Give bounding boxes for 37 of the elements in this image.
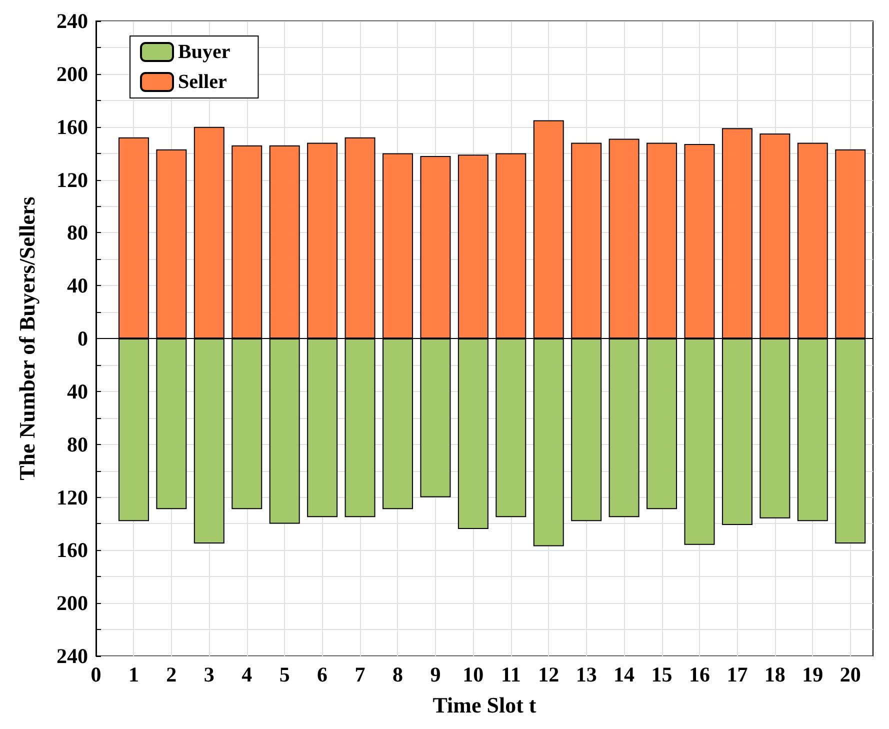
x-tick-label: 15 (651, 662, 672, 686)
y-tick-label: 40 (67, 379, 88, 404)
y-tick-label: 0 (78, 326, 88, 350)
legend-label: Seller (178, 71, 227, 93)
x-tick-label: 6 (317, 662, 328, 686)
legend-label: Buyer (178, 41, 230, 63)
x-tick-label: 12 (538, 662, 560, 686)
x-tick-label: 14 (614, 662, 636, 686)
x-tick-label: 2 (166, 662, 177, 686)
y-tick-label: 80 (67, 220, 88, 245)
y-tick-label: 120 (56, 168, 88, 192)
y-tick-label: 160 (56, 538, 88, 562)
x-tick-label: 4 (242, 662, 253, 686)
y-tick-label: 120 (56, 485, 88, 510)
x-axis-title: Time Slot t (432, 692, 537, 718)
y-tick-label: 200 (56, 62, 88, 86)
x-tick-label: 3 (204, 662, 214, 686)
y-tick-label: 240 (56, 644, 88, 668)
y-axis-title: The Number of Buyers/Sellers (14, 196, 40, 480)
x-tick-label: 7 (354, 662, 366, 686)
x-tick-label: 11 (500, 662, 521, 686)
x-tick-label: 9 (430, 662, 441, 686)
x-tick-label: 5 (279, 662, 290, 686)
y-tick-label: 240 (56, 9, 88, 33)
y-tick-label: 40 (67, 274, 88, 298)
x-tick-label: 18 (764, 662, 786, 686)
x-tick-label: 20 (840, 662, 861, 686)
x-tick-label: 13 (576, 662, 597, 686)
x-tick-label: 10 (462, 662, 484, 686)
y-tick-label: 160 (56, 114, 88, 139)
x-tick-label: 19 (802, 662, 824, 686)
y-tick-label: 80 (67, 432, 88, 456)
x-tick-label: 1 (128, 662, 139, 686)
x-tick-label: 8 (392, 662, 403, 686)
x-tick-label: 16 (688, 662, 710, 686)
x-tick-label: 17 (726, 662, 748, 686)
y-tick-label: 200 (56, 591, 88, 616)
